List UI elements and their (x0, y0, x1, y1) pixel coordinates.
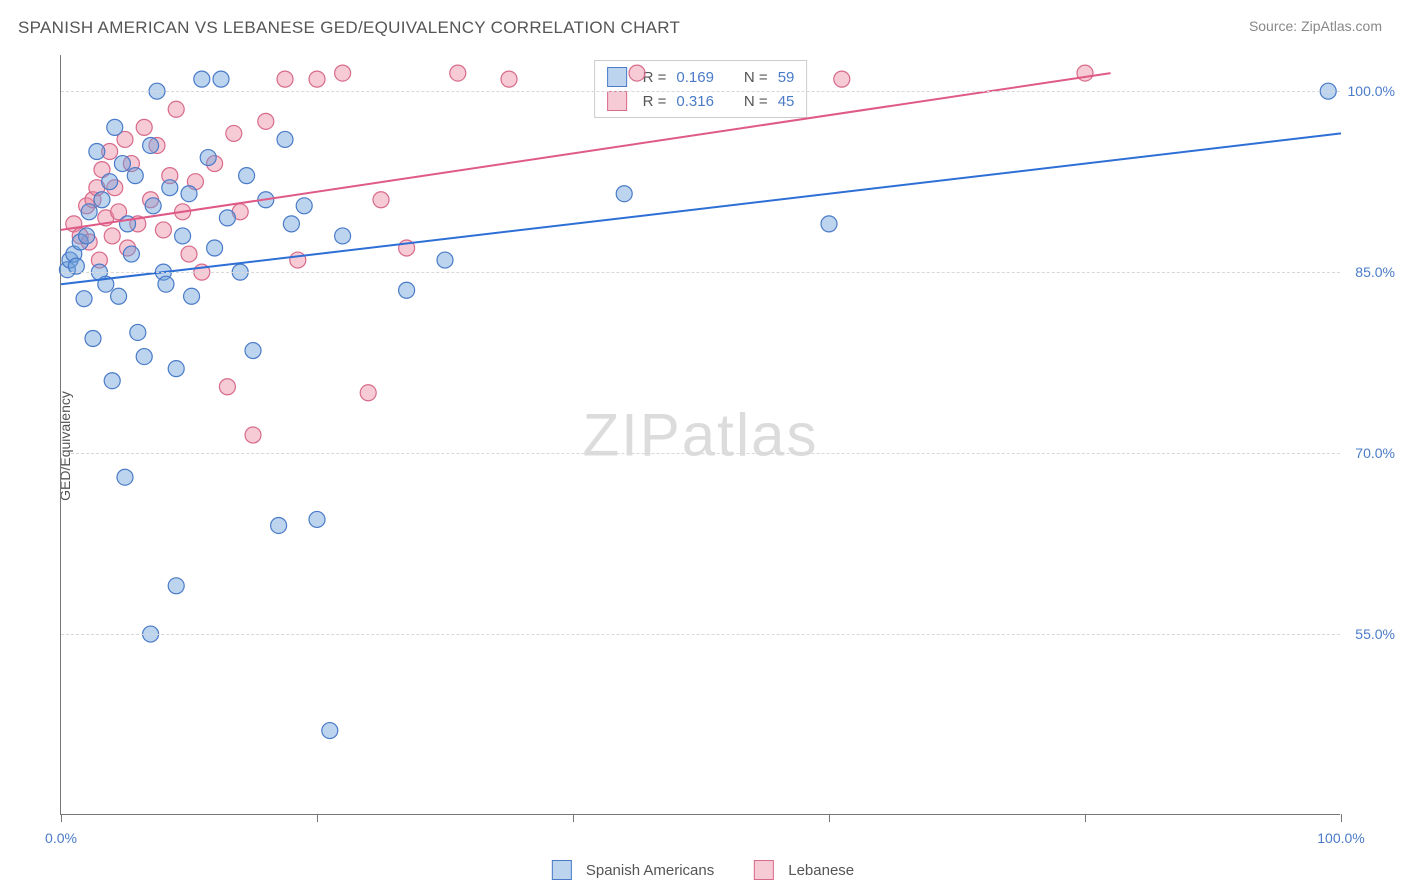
point-a (107, 119, 123, 135)
point-b (360, 385, 376, 401)
point-b (629, 65, 645, 81)
point-b (104, 228, 120, 244)
x-tick-label: 100.0% (1317, 830, 1364, 846)
x-tick (829, 814, 830, 822)
chart-container: SPANISH AMERICAN VS LEBANESE GED/EQUIVAL… (0, 0, 1406, 892)
point-a (123, 246, 139, 262)
point-a (168, 578, 184, 594)
y-tick-label: 55.0% (1355, 626, 1395, 642)
point-a (219, 210, 235, 226)
bottom-legend: Spanish Americans Lebanese (552, 860, 854, 880)
gridline-h (61, 91, 1340, 92)
source-label: Source: ZipAtlas.com (1249, 18, 1382, 34)
point-b (277, 71, 293, 87)
x-tick (1341, 814, 1342, 822)
x-tick (317, 814, 318, 822)
point-a (102, 174, 118, 190)
point-a (245, 343, 261, 359)
x-tick (1085, 814, 1086, 822)
point-a (143, 137, 159, 153)
point-a (111, 288, 127, 304)
point-b (335, 65, 351, 81)
point-a (616, 186, 632, 202)
point-b (168, 101, 184, 117)
point-a (335, 228, 351, 244)
point-b (155, 222, 171, 238)
gridline-h (61, 634, 1340, 635)
point-b (501, 71, 517, 87)
chart-title: SPANISH AMERICAN VS LEBANESE GED/EQUIVAL… (18, 18, 680, 38)
point-b (219, 379, 235, 395)
legend-label-b: Lebanese (788, 862, 854, 879)
point-a (76, 291, 92, 307)
legend-swatch-a-icon (552, 860, 572, 880)
point-a (117, 469, 133, 485)
point-a (130, 324, 146, 340)
x-tick (573, 814, 574, 822)
point-a (114, 156, 130, 172)
legend-item-b: Lebanese (754, 860, 854, 880)
point-b (226, 125, 242, 141)
point-a (322, 723, 338, 739)
point-a (271, 517, 287, 533)
point-b (309, 71, 325, 87)
point-a (94, 192, 110, 208)
trendline-a (61, 133, 1341, 284)
point-a (136, 349, 152, 365)
point-a (309, 511, 325, 527)
point-a (89, 144, 105, 160)
point-a (158, 276, 174, 292)
point-b (181, 246, 197, 262)
point-a (399, 282, 415, 298)
point-a (296, 198, 312, 214)
legend-item-a: Spanish Americans (552, 860, 714, 880)
point-a (194, 71, 210, 87)
point-a (162, 180, 178, 196)
point-b (450, 65, 466, 81)
point-b (258, 113, 274, 129)
plot-area: ZIPatlas R = 0.169 N = 59 R = 0.316 N = … (60, 55, 1340, 815)
point-a (200, 150, 216, 166)
point-a (104, 373, 120, 389)
point-a (181, 186, 197, 202)
gridline-h (61, 453, 1340, 454)
y-tick-label: 100.0% (1348, 83, 1395, 99)
point-a (283, 216, 299, 232)
point-a (239, 168, 255, 184)
legend-label-a: Spanish Americans (586, 862, 714, 879)
point-b (136, 119, 152, 135)
point-a (437, 252, 453, 268)
legend-swatch-b-icon (754, 860, 774, 880)
point-b (373, 192, 389, 208)
x-tick-label: 0.0% (45, 830, 77, 846)
point-a (207, 240, 223, 256)
y-tick-label: 70.0% (1355, 445, 1395, 461)
point-a (277, 131, 293, 147)
point-a (821, 216, 837, 232)
point-a (213, 71, 229, 87)
point-b (245, 427, 261, 443)
y-tick-label: 85.0% (1355, 264, 1395, 280)
x-tick (61, 814, 62, 822)
point-a (184, 288, 200, 304)
point-b (290, 252, 306, 268)
scatter-svg (61, 55, 1340, 814)
point-a (81, 204, 97, 220)
point-a (175, 228, 191, 244)
trendline-b (61, 73, 1111, 230)
point-b (834, 71, 850, 87)
point-a (168, 361, 184, 377)
point-a (85, 330, 101, 346)
point-a (79, 228, 95, 244)
point-a (145, 198, 161, 214)
point-a (127, 168, 143, 184)
gridline-h (61, 272, 1340, 273)
